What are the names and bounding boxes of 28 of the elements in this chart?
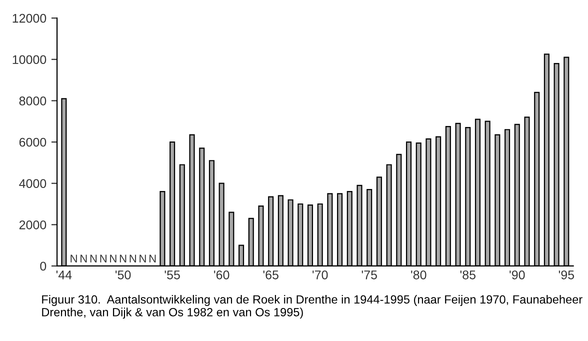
- y-tick-label: 4000: [19, 179, 46, 188]
- text: N: [90, 254, 97, 262]
- y-tick-label: 12000: [12, 14, 46, 23]
- x-tick-label: '75: [362, 270, 377, 280]
- x-tick-label: '44: [56, 270, 72, 280]
- y-tick-label: 8000: [19, 96, 46, 106]
- x-tick-label: '65: [263, 270, 278, 280]
- y-tick-label: 10000: [12, 55, 46, 64]
- text: N: [140, 254, 146, 262]
- text: N: [150, 254, 156, 262]
- x-tick-label: '80: [411, 270, 426, 280]
- text: N: [70, 254, 77, 262]
- text: N: [100, 254, 106, 262]
- y-tick-label: 0: [40, 262, 46, 271]
- y-tick-label: 6000: [19, 138, 46, 147]
- y-tick-label: 2000: [19, 220, 46, 230]
- x-tick-label: '55: [164, 270, 180, 280]
- x-tick-label: '50: [116, 270, 131, 280]
- x-tick-label: '90: [510, 270, 525, 280]
- x-tick-label: '85: [460, 270, 476, 280]
- text: N: [110, 254, 116, 262]
- x-tick-label: '95: [558, 270, 574, 280]
- text: N: [80, 254, 87, 262]
- text: N: [130, 254, 136, 262]
- x-tick-label: '60: [214, 270, 230, 280]
- text: Figuur 310. Aantalsontwikkeling van de Roek in Drenthe in 1944-1995 (naar Feijen 1970, Faunabeheer Drenthe, van Dijk & van Os 1982 en van Os 1995): [42, 294, 582, 319]
- x-tick-label: '70: [312, 270, 328, 280]
- text: N: [120, 254, 126, 262]
